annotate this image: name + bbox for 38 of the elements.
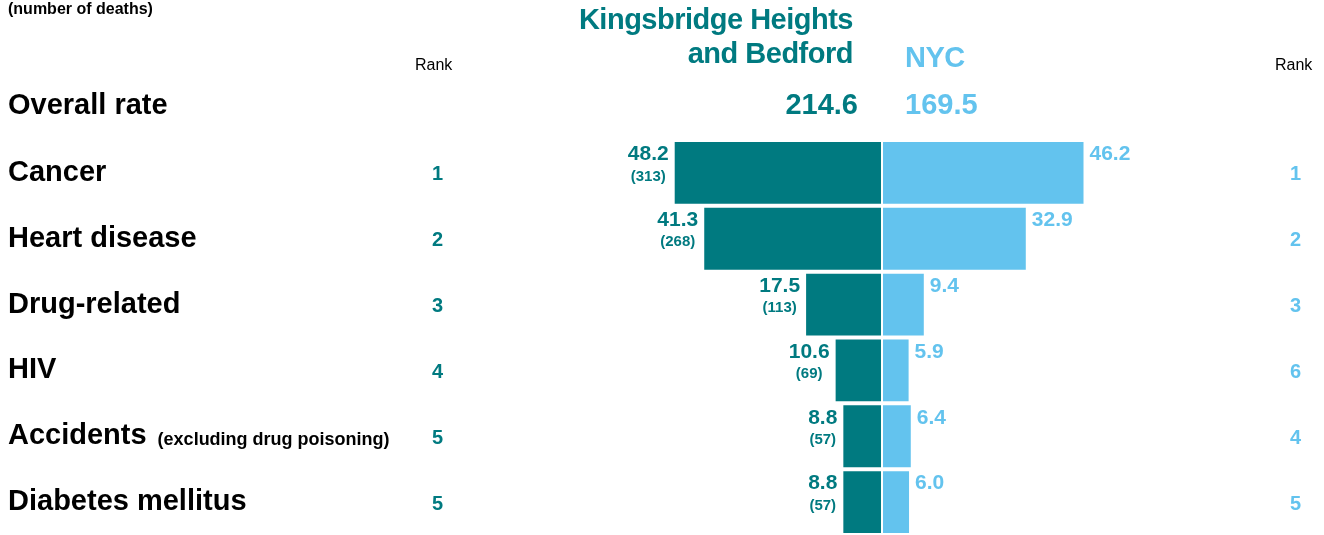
text: 3 bbox=[432, 294, 444, 317]
data-label: 9.4 bbox=[929, 272, 960, 296]
text: (number of deaths) bbox=[8, 0, 153, 18]
text: 5 bbox=[432, 425, 444, 448]
text: Overall rate bbox=[8, 88, 168, 121]
text: 6 bbox=[1290, 359, 1302, 382]
data-label: 48.2 (313) bbox=[627, 141, 669, 184]
text: NYC bbox=[905, 40, 965, 74]
text: Kingsbridge Heights and Bedford bbox=[577, 2, 853, 70]
data-label: 46.2 bbox=[1089, 141, 1131, 165]
y-tick-label: Diabetes mellitus bbox=[8, 484, 247, 517]
data-label: 41.3 (268) bbox=[657, 207, 699, 250]
data-label: 32.9 bbox=[1031, 207, 1073, 231]
text: 3 bbox=[1290, 294, 1302, 317]
data-label: 6.4 bbox=[916, 404, 947, 428]
text: Rank bbox=[415, 56, 453, 74]
text: 2 bbox=[432, 228, 444, 251]
data-label: 10.6 (69) bbox=[788, 338, 830, 382]
text: 1 bbox=[1290, 162, 1302, 185]
data-label: 8.8 (57) bbox=[808, 404, 838, 447]
text: 1 bbox=[432, 162, 444, 185]
y-tick-label: Accidents (excluding drug poisoning) bbox=[8, 418, 390, 451]
data-label: 5.9 bbox=[914, 338, 944, 362]
text: 169.5 bbox=[905, 88, 978, 121]
text: Rank bbox=[1275, 56, 1313, 74]
y-tick-label: Heart disease bbox=[8, 220, 197, 253]
text: 214.6 bbox=[785, 88, 858, 121]
text: 4 bbox=[1290, 425, 1302, 448]
text: 2 bbox=[1290, 228, 1302, 251]
data-label: 17.5 (113) bbox=[759, 272, 801, 316]
text: 4 bbox=[432, 359, 444, 382]
y-tick-label: Cancer bbox=[8, 154, 107, 187]
data-label: 6.0 bbox=[915, 470, 945, 494]
text: 5 bbox=[432, 491, 444, 514]
data-label: 8.8 (57) bbox=[808, 470, 838, 513]
y-tick-label: Drug-related bbox=[8, 286, 181, 319]
text: 5 bbox=[1290, 491, 1302, 514]
y-tick-label: HIV bbox=[8, 352, 57, 385]
